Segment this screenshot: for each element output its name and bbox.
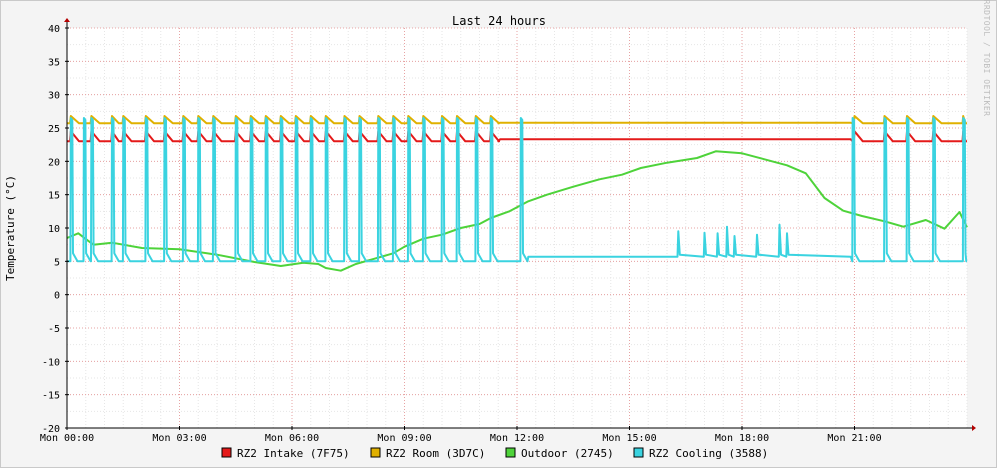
x-tick-label: Mon 12:00 [490, 433, 544, 444]
x-tick-label: Mon 06:00 [265, 433, 319, 444]
y-tick-label: -20 [42, 424, 60, 435]
x-tick-label: Mon 18:00 [715, 433, 769, 444]
y-axis-label: Temperature (°C) [4, 175, 17, 281]
y-tick-label: -5 [48, 324, 60, 335]
series-line [66, 150, 968, 272]
legend-swatch [633, 447, 644, 458]
x-tick-label: Mon 09:00 [377, 433, 431, 444]
grid-lines [66, 27, 968, 429]
rrdtool-watermark: RRDTOOL / TOBI OETIKER [982, 0, 991, 116]
y-tick-label: 40 [48, 24, 60, 35]
y-tick-label: 35 [48, 57, 60, 68]
chart-title: Last 24 hours [452, 14, 546, 28]
x-tick-label: Mon 03:00 [152, 433, 206, 444]
legend-label: RZ2 Cooling (3588) [649, 447, 768, 460]
y-tick-label: 15 [48, 191, 60, 202]
legend: RZ2 Intake (7F75) RZ2 Room (3D7C) Outdoor … [221, 447, 768, 460]
x-tick-label: Mon 21:00 [827, 433, 881, 444]
legend-swatch [221, 447, 232, 458]
y-tick-label: 10 [48, 224, 60, 235]
y-tick-label: -15 [42, 391, 60, 402]
y-tick-label: 30 [48, 91, 60, 102]
legend-swatch [370, 447, 381, 458]
legend-label: RZ2 Room (3D7C) [386, 447, 485, 460]
x-axis-arrow [972, 425, 976, 431]
legend-swatch [505, 447, 516, 458]
x-tick-label: Mon 15:00 [602, 433, 656, 444]
x-tick-label: Mon 00:00 [40, 433, 94, 444]
axes [64, 18, 976, 431]
series-lines [66, 115, 968, 272]
series-line [67, 117, 968, 263]
y-tick-label: 5 [54, 257, 60, 268]
y-tick-label: 20 [48, 157, 60, 168]
y-axis-arrow [64, 18, 70, 22]
y-tick-label: 0 [54, 291, 60, 302]
y-tick-label: -10 [42, 357, 60, 368]
y-tick-label: 25 [48, 124, 60, 135]
legend-label: RZ2 Intake (7F75) [237, 447, 350, 460]
legend-label: Outdoor (2745) [521, 447, 614, 460]
